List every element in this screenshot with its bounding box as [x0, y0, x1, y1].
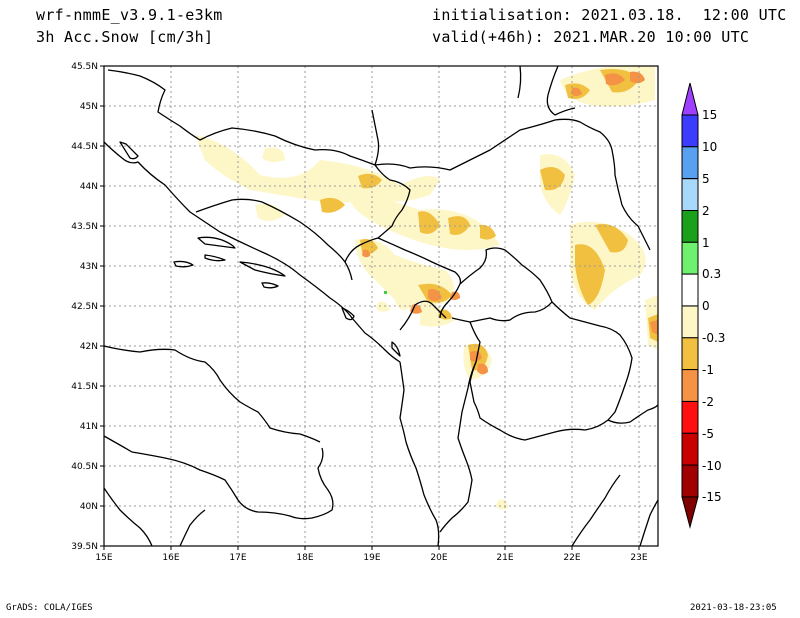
colorbar-label: 2 [702, 204, 710, 218]
colorbar-box [681, 401, 699, 434]
lat-tick-label: 45.5N [71, 62, 98, 72]
lat-tick-label: 42N [80, 342, 98, 352]
footer-right: 2021-03-18-23:05 [690, 603, 777, 613]
colorbar-box [681, 337, 699, 371]
colorbar-label: 10 [702, 140, 717, 154]
footer-left: GrADS: COLA/IGES [6, 603, 93, 613]
lon-tick-label: 18E [296, 553, 313, 563]
lon-tick-label: 22E [563, 553, 580, 563]
colorbar-label: -5 [702, 427, 714, 441]
colorbar-labels: 15 10 5 2 1 0.3 0 -0.3 -1 -2 -5 -10 -15 [702, 108, 725, 504]
lat-tick-label: 41N [80, 422, 98, 432]
colorbar-label: -10 [702, 459, 722, 473]
colorbar-label: -15 [702, 490, 722, 504]
lat-tick-label: 40N [80, 502, 98, 512]
colorbar-box [681, 146, 699, 180]
lon-tick-label: 15E [95, 553, 112, 563]
colorbar-box [681, 210, 699, 243]
init-time: initialisation: 2021.03.18. 12:00 UTC [432, 6, 787, 24]
lat-tick-labels: 45.5N 45N 44.5N 44N 43.5N 43N 42.5N 42N … [71, 62, 98, 552]
lat-tick-label: 45N [80, 102, 98, 112]
colorbar-label: 15 [702, 108, 717, 122]
colorbar-box [681, 305, 699, 339]
lat-tick-label: 43N [80, 262, 98, 272]
colorbar [681, 82, 699, 529]
lat-tick-label: 39.5N [71, 542, 98, 552]
lon-tick-label: 19E [363, 553, 380, 563]
colorbar-label: 0.3 [702, 267, 721, 281]
lat-tick-label: 42.5N [71, 302, 98, 312]
lat-tick-label: 44N [80, 182, 98, 192]
lon-tick-label: 16E [162, 553, 179, 563]
colorbar-label: -2 [702, 395, 714, 409]
colorbar-top-arrow [681, 82, 699, 116]
colorbar-box [681, 464, 699, 498]
lat-tick-label: 43.5N [71, 222, 98, 232]
lat-tick-label: 41.5N [71, 382, 98, 392]
lat-tick-label: 40.5N [71, 462, 98, 472]
colorbar-box [681, 114, 699, 148]
colorbar-label: 0 [702, 299, 710, 313]
model-title: wrf-nmmE_v3.9.1-e3km [36, 6, 223, 24]
colorbar-box [681, 273, 699, 307]
colorbar-box [681, 369, 699, 402]
colorbar-box [681, 432, 699, 466]
colorbar-box [681, 178, 699, 211]
lon-tick-labels: 15E 16E 17E 18E 19E 20E 21E 22E 23E [95, 553, 647, 563]
colorbar-label: -1 [702, 363, 714, 377]
colorbar-box [681, 241, 699, 275]
lon-tick-label: 20E [430, 553, 447, 563]
field-title: 3h Acc.Snow [cm/3h] [36, 28, 214, 46]
lon-tick-label: 17E [229, 553, 246, 563]
valid-time: valid(+46h): 2021.MAR.20 10:00 UTC [432, 28, 750, 46]
map-grid [104, 66, 658, 546]
colorbar-label: 1 [702, 236, 710, 250]
colorbar-bottom-arrow [681, 496, 699, 529]
map-coastlines [103, 65, 659, 547]
colorbar-label: -0.3 [702, 331, 725, 345]
snow-shading [195, 65, 658, 510]
lat-tick-label: 44.5N [71, 142, 98, 152]
lon-tick-label: 21E [496, 553, 513, 563]
colorbar-label: 5 [702, 172, 710, 186]
lon-tick-label: 23E [630, 553, 647, 563]
